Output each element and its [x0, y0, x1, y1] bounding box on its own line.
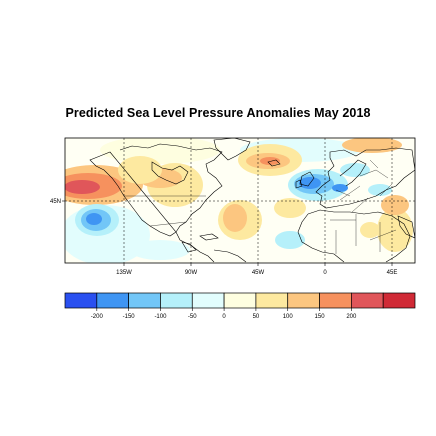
- colorbar-tick-label: 150: [315, 314, 326, 320]
- lon-label-45e: 45E: [387, 270, 398, 276]
- lon-label-0: 0: [323, 270, 327, 276]
- colorbar-tick-label: 0: [222, 314, 226, 320]
- colorbar-tick-label: -50: [188, 314, 197, 320]
- colorbar-swatch: [382, 292, 416, 309]
- colorbar-swatch: [319, 292, 352, 309]
- colorbar-swatch: [128, 292, 161, 309]
- colorbar-swatch: [191, 292, 225, 309]
- colorbar-swatch: [287, 292, 320, 309]
- axis-ticks: [62, 200, 393, 266]
- lon-label-45w: 45W: [252, 270, 265, 276]
- lon-label-135w: 135W: [116, 270, 132, 276]
- colorbar-tick-label: -150: [123, 314, 136, 320]
- colorbar-swatch: [223, 292, 257, 309]
- graticule: [65, 138, 415, 263]
- map-panel: 45N 135W 90W 45W 0 45E: [50, 137, 416, 276]
- map-frame: [64, 137, 416, 264]
- lat-label-45n: 45N: [50, 199, 61, 205]
- colorbar-swatch: [351, 292, 384, 309]
- colorbar-tick-label: 100: [283, 314, 294, 320]
- colorbar-swatch: [64, 292, 98, 309]
- colorbar-tick-label: 200: [346, 314, 357, 320]
- colorbar-tick-label: -100: [154, 314, 167, 320]
- map-title: Predicted Sea Level Pressure Anomalies M…: [65, 106, 371, 120]
- colorbar-swatch: [96, 292, 129, 309]
- colorbar-tick-label: -200: [91, 314, 104, 320]
- lon-label-90w: 90W: [185, 270, 198, 276]
- coastlines: [89, 138, 415, 263]
- colorbar-swatch: [160, 292, 193, 309]
- colorbar-swatch: [255, 292, 289, 309]
- borders: [124, 159, 397, 254]
- colorbar-tick-label: 50: [253, 314, 260, 320]
- colorbar: -200 -150 -100 -50 0 50 100 150 200: [64, 292, 416, 320]
